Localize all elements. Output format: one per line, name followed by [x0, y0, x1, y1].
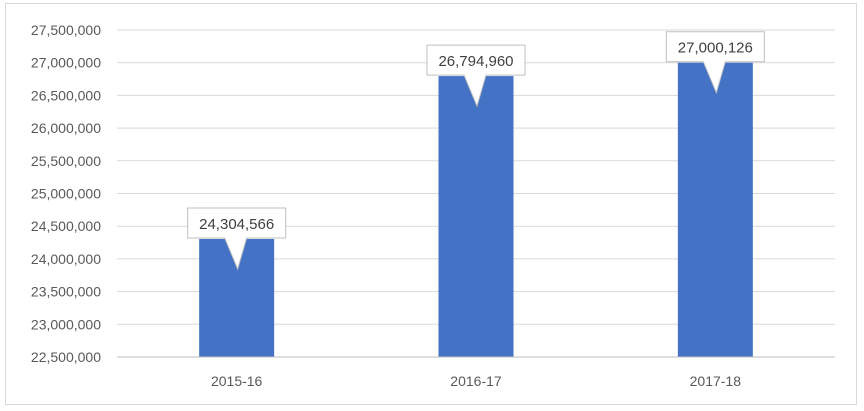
y-tick-label: 22,500,000 — [31, 349, 101, 365]
data-label-callout — [426, 44, 526, 108]
y-tick-label: 24,000,000 — [31, 251, 101, 267]
y-axis-tick-labels: 22,500,000 23,000,000 23,500,000 24,000,000… — [31, 22, 101, 365]
y-tick-label: 24,500,000 — [31, 218, 101, 234]
x-tick-label: 2017-18 — [690, 373, 742, 389]
y-tick-label: 25,500,000 — [31, 153, 101, 169]
y-tick-label: 26,000,000 — [31, 120, 101, 136]
data-label: 27,000,126 — [678, 40, 753, 57]
bar-2016-17 — [438, 76, 514, 357]
data-label: 24,304,566 — [199, 216, 274, 233]
data-labels: 24,304,566 26,794,960 27,000,126 — [187, 31, 765, 271]
data-label-callout — [665, 31, 765, 95]
y-tick-label: 25,000,000 — [31, 186, 101, 202]
data-label: 26,794,960 — [438, 53, 513, 70]
x-axis-tick-labels: 2015-16 2016-17 2017-18 — [211, 373, 741, 389]
bars — [199, 62, 753, 357]
y-tick-label: 27,500,000 — [31, 22, 101, 38]
x-tick-label: 2015-16 — [211, 373, 263, 389]
y-tick-label: 23,000,000 — [31, 316, 101, 332]
x-tick-label: 2016-17 — [450, 373, 502, 389]
y-tick-label: 23,500,000 — [31, 284, 101, 300]
bar-2017-18 — [677, 62, 753, 357]
y-tick-label: 26,500,000 — [31, 87, 101, 103]
data-label-callout — [187, 207, 287, 271]
y-tick-label: 27,000,000 — [31, 55, 101, 71]
